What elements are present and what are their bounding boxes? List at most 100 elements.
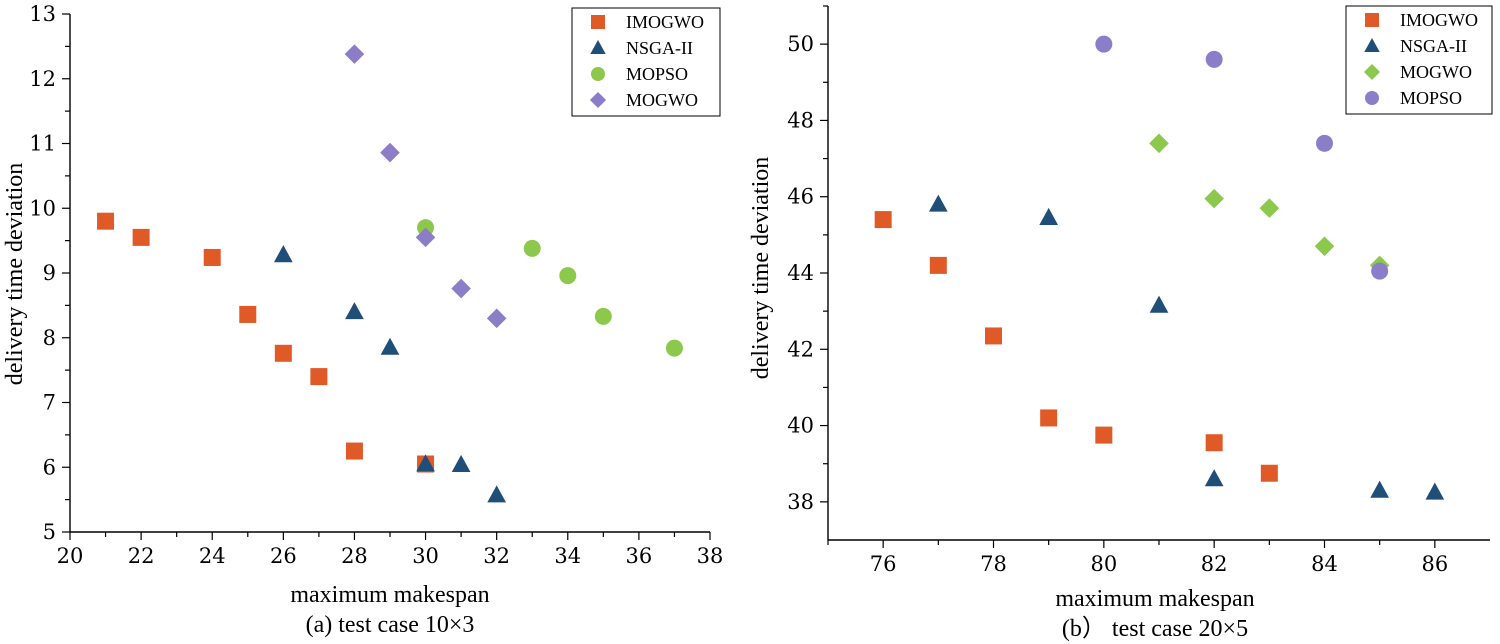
- data-point: [523, 239, 541, 257]
- data-point: [929, 256, 947, 274]
- panel-b: 76 78 80 82 84 86 38 40 42 44 46 48 50 IMOGWO NSGA-II…: [748, 5, 1493, 642]
- series-mogwo-b: [1149, 133, 1390, 276]
- legend-marker: [591, 67, 605, 81]
- legend-label: NSGA-II: [1400, 36, 1467, 56]
- x-tick-label-a: 20: [57, 544, 84, 568]
- data-point: [380, 337, 400, 355]
- data-point: [874, 211, 892, 229]
- data-point: [1371, 262, 1389, 280]
- data-point: [310, 368, 328, 386]
- data-point: [559, 267, 577, 285]
- x-tick-label-b: 76: [870, 552, 897, 576]
- series-mopso-b: [1095, 35, 1389, 280]
- legend-label: MOPSO: [1400, 88, 1462, 108]
- data-point: [344, 44, 365, 64]
- x-tick-label-a: 30: [412, 544, 439, 568]
- data-point: [345, 442, 363, 460]
- y-axis-title-a: delivery time deviation: [2, 163, 28, 386]
- data-point: [416, 454, 435, 472]
- x-tick-label-a: 36: [626, 544, 653, 568]
- data-point: [451, 278, 471, 299]
- data-point: [985, 327, 1002, 345]
- legend-marker: [591, 15, 605, 29]
- series-nsga-ii-a: [273, 245, 507, 503]
- x-tick-label-a: 24: [199, 544, 226, 568]
- legend-marker: [1364, 37, 1380, 53]
- y-tick-label-a: 10: [29, 196, 56, 220]
- y-axis-title-b: delivery time deviation: [748, 157, 774, 380]
- y-tick-label-b: 48: [787, 108, 814, 132]
- data-point: [1039, 207, 1059, 226]
- y-tick-label-a: 12: [29, 67, 56, 91]
- data-point: [1205, 434, 1223, 452]
- data-point: [239, 305, 257, 323]
- data-point: [1370, 480, 1390, 498]
- data-point: [451, 454, 471, 472]
- y-tick-label-b: 40: [787, 414, 814, 438]
- x-tick-label-b: 78: [980, 552, 1007, 576]
- data-point: [97, 212, 115, 230]
- data-point: [273, 245, 293, 263]
- data-point: [274, 344, 292, 362]
- series-mogwo-a: [344, 44, 507, 329]
- data-point: [345, 302, 364, 320]
- legend-label: NSGA-II: [626, 38, 693, 58]
- legend-label: MOGWO: [1400, 62, 1472, 82]
- data-point: [1149, 295, 1169, 313]
- x-tick-label-a: 26: [270, 544, 297, 568]
- y-tick-label-b: 50: [787, 32, 814, 56]
- y-tick-label-a: 13: [29, 2, 56, 26]
- data-point: [380, 142, 400, 163]
- series-imogwo-a: [97, 212, 435, 473]
- legend-marker: [589, 91, 607, 109]
- data-point: [1040, 409, 1058, 427]
- legend-marker: [1363, 63, 1381, 81]
- data-point: [1205, 50, 1223, 68]
- x-tick-label-a: 22: [128, 544, 155, 568]
- legend-marker: [590, 39, 606, 55]
- caption-b: (b） test case 20×5: [1062, 616, 1248, 642]
- data-point: [1204, 469, 1224, 487]
- series-imogwo-b: [874, 211, 1278, 482]
- data-point: [415, 227, 436, 248]
- y-tick-label-b: 44: [787, 261, 814, 285]
- series-nsga-ii-b: [928, 194, 1445, 500]
- panel-a: 20 22 24 26 28 30 32 34 36 38 5 6 7 8 9 10 11 12 13 IMOGWO…: [2, 2, 723, 638]
- caption-a: (a) test case 10×3: [306, 612, 475, 638]
- y-tick-label-a: 6: [43, 455, 56, 479]
- data-point: [1259, 198, 1280, 218]
- data-point: [1260, 464, 1278, 482]
- y-tick-label-a: 7: [43, 391, 56, 415]
- x-tick-label-b: 80: [1090, 552, 1117, 576]
- data-point: [665, 339, 683, 357]
- data-point: [486, 308, 507, 329]
- x-axis-title-a: maximum makespan: [290, 582, 489, 608]
- x-tick-label-b: 82: [1201, 552, 1228, 576]
- legend-label: IMOGWO: [1400, 10, 1478, 30]
- x-tick-label-b: 84: [1311, 552, 1338, 576]
- data-point: [1149, 133, 1169, 154]
- legend-label: MOGWO: [626, 90, 698, 110]
- x-tick-label-a: 38: [697, 544, 724, 568]
- x-axis-title-b: maximum makespan: [1055, 586, 1254, 612]
- data-point: [1095, 35, 1113, 53]
- x-tick-label-a: 32: [483, 544, 510, 568]
- legend-label: MOPSO: [626, 64, 688, 84]
- y-tick-label-a: 8: [43, 326, 56, 350]
- x-tick-label-a: 28: [341, 544, 368, 568]
- x-tick-label-b: 86: [1421, 552, 1448, 576]
- y-tick-label-b: 38: [787, 490, 814, 514]
- y-tick-label-b: 46: [787, 185, 814, 209]
- y-tick-label-a: 9: [43, 261, 56, 285]
- data-point: [487, 485, 507, 503]
- data-point: [203, 248, 221, 266]
- data-point: [1425, 482, 1445, 500]
- y-tick-label-b: 42: [787, 337, 814, 361]
- legend-marker: [1365, 13, 1379, 27]
- x-tick-label-a: 34: [554, 544, 581, 568]
- data-point: [1314, 236, 1335, 257]
- data-point: [132, 228, 150, 246]
- data-point: [594, 307, 612, 325]
- data-point: [928, 194, 948, 212]
